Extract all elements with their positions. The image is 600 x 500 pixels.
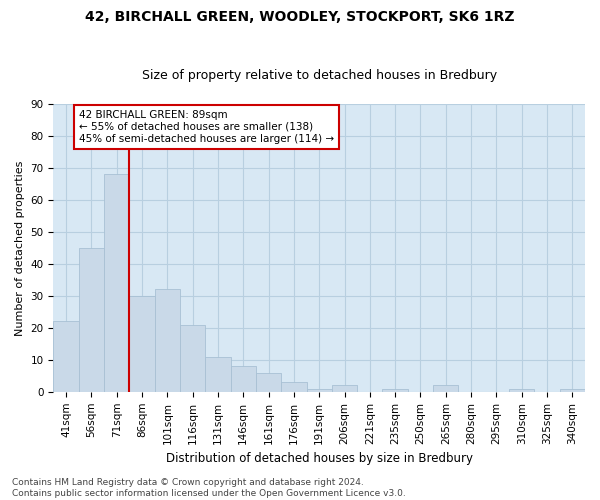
Bar	[130, 296, 155, 392]
Bar	[433, 386, 458, 392]
X-axis label: Distribution of detached houses by size in Bredbury: Distribution of detached houses by size …	[166, 452, 473, 465]
Bar	[332, 386, 357, 392]
Bar	[180, 324, 205, 392]
Text: Contains HM Land Registry data © Crown copyright and database right 2024.
Contai: Contains HM Land Registry data © Crown c…	[12, 478, 406, 498]
Bar	[104, 174, 130, 392]
Bar	[509, 388, 535, 392]
Title: Size of property relative to detached houses in Bredbury: Size of property relative to detached ho…	[142, 69, 497, 82]
Bar	[382, 388, 408, 392]
Text: 42, BIRCHALL GREEN, WOODLEY, STOCKPORT, SK6 1RZ: 42, BIRCHALL GREEN, WOODLEY, STOCKPORT, …	[85, 10, 515, 24]
Y-axis label: Number of detached properties: Number of detached properties	[15, 160, 25, 336]
Bar	[230, 366, 256, 392]
Bar	[560, 388, 585, 392]
Bar	[79, 248, 104, 392]
Bar	[205, 356, 230, 392]
Bar	[53, 322, 79, 392]
Bar	[281, 382, 307, 392]
Bar	[307, 388, 332, 392]
Text: 42 BIRCHALL GREEN: 89sqm
← 55% of detached houses are smaller (138)
45% of semi-: 42 BIRCHALL GREEN: 89sqm ← 55% of detach…	[79, 110, 334, 144]
Bar	[155, 290, 180, 392]
Bar	[256, 372, 281, 392]
